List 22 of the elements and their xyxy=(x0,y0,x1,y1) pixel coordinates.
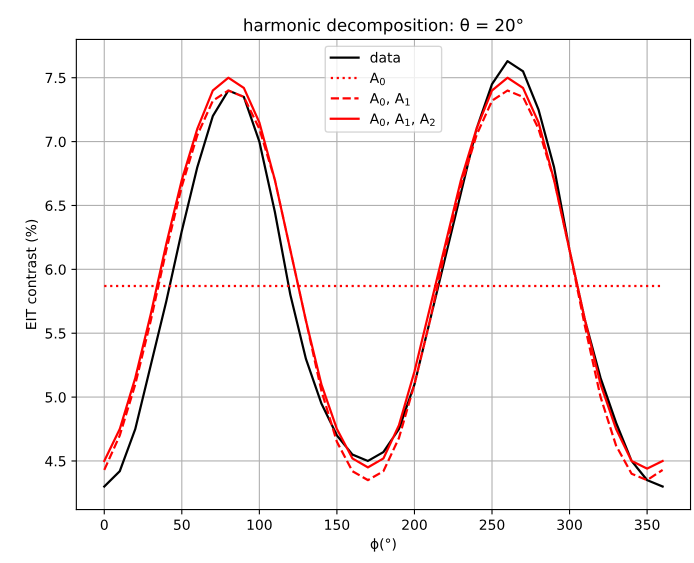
y-tick-label: 5.0 xyxy=(46,392,66,403)
y-tick-label: 7.0 xyxy=(46,136,66,148)
y-axis-title: EIT contrast (%) xyxy=(26,220,38,329)
y-tick-label: 5.5 xyxy=(46,328,66,339)
x-tick-label: 100 xyxy=(248,519,272,530)
x-axis-title: ϕ(°) xyxy=(370,538,396,552)
legend-label: A$_{0}$ xyxy=(370,72,385,86)
x-tick-label: 300 xyxy=(557,519,582,530)
legend-label: A$_{0}$, A$_{1}$ xyxy=(370,93,410,106)
x-tick-label: 250 xyxy=(480,519,504,530)
x-tick-label: 150 xyxy=(325,519,350,530)
x-tick-label: 50 xyxy=(174,519,190,530)
x-tick-label: 0 xyxy=(100,519,108,530)
x-tick-label: 200 xyxy=(402,519,427,530)
legend-label: data xyxy=(370,52,400,63)
x-tick-label: 350 xyxy=(634,519,660,530)
y-tick-label: 6.0 xyxy=(46,264,66,275)
chart-title: harmonic decomposition: θ = 20° xyxy=(244,18,522,35)
y-tick-label: 7.5 xyxy=(46,72,66,84)
y-tick-label: 6.5 xyxy=(46,200,66,211)
y-tick-label: 4.5 xyxy=(45,456,66,466)
legend-label: A$_{0}$, A$_{1}$, A$_{2}$ xyxy=(370,113,435,126)
